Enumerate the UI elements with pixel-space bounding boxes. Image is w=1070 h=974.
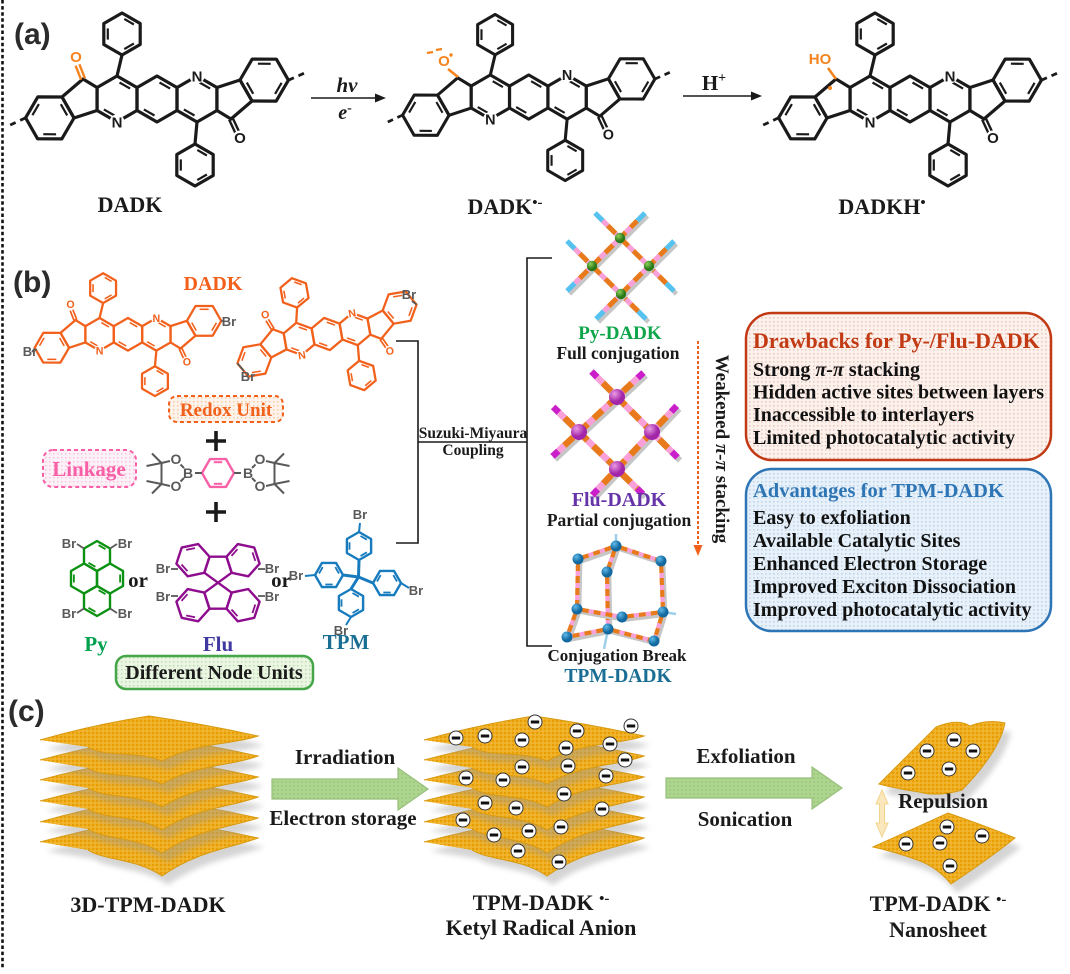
svg-text:Available Catalytic Sites: Available Catalytic Sites <box>753 530 961 552</box>
svg-text:Br: Br <box>353 507 367 522</box>
svg-text:Electron storage: Electron storage <box>269 806 416 830</box>
svg-text:Improved photocatalytic activi: Improved photocatalytic activity <box>753 599 1032 621</box>
svg-text:TPM-DADK •-: TPM-DADK •- <box>473 890 610 915</box>
svg-text:Strong π-π stacking: Strong π-π stacking <box>753 359 920 381</box>
svg-text:Br: Br <box>118 606 132 621</box>
svg-text:Br: Br <box>156 589 170 604</box>
svg-text:Sonication: Sonication <box>698 807 793 831</box>
svg-text:Py-DADK: Py-DADK <box>578 323 662 344</box>
svg-text:Br: Br <box>289 568 303 583</box>
svg-text:DADKH•: DADKH• <box>838 194 925 219</box>
svg-text:O: O <box>255 478 266 494</box>
svg-text:Nanosheet: Nanosheet <box>889 917 987 942</box>
svg-text:Drawbacks for Py-/Flu-DADK: Drawbacks for Py-/Flu-DADK <box>753 328 1040 353</box>
svg-text:Enhanced Electron Storage: Enhanced Electron Storage <box>753 553 987 575</box>
svg-text:Br: Br <box>118 536 132 551</box>
svg-text:Flu-DADK: Flu-DADK <box>572 489 667 511</box>
svg-text:Easy to exfoliation: Easy to exfoliation <box>753 507 911 529</box>
svg-text:Redox Unit: Redox Unit <box>180 400 273 421</box>
svg-text:Flu: Flu <box>203 632 234 656</box>
svg-text:(c): (c) <box>8 695 45 728</box>
svg-text:O: O <box>438 53 450 70</box>
svg-text:(a): (a) <box>14 18 51 51</box>
svg-text:Advantages for TPM-DADK: Advantages for TPM-DADK <box>753 480 1004 502</box>
svg-text:Suzuki-Miyaura: Suzuki-Miyaura <box>419 425 528 442</box>
svg-text:Inaccessible to interlayers: Inaccessible to interlayers <box>753 404 974 426</box>
svg-text:Repulsion: Repulsion <box>898 789 988 813</box>
svg-text:(b): (b) <box>13 266 51 299</box>
svg-text:Br: Br <box>62 606 76 621</box>
svg-text:or: or <box>128 568 148 592</box>
svg-text:TPM: TPM <box>323 630 370 654</box>
svg-text:Br: Br <box>241 369 255 384</box>
svg-text:HO: HO <box>809 51 832 68</box>
svg-text:TPM-DADK: TPM-DADK <box>564 666 672 687</box>
svg-text:Irradiation: Irradiation <box>295 745 396 769</box>
svg-text:DADK•-: DADK•- <box>467 194 542 219</box>
svg-text:Conjugation Break: Conjugation Break <box>547 646 687 665</box>
svg-text:Coupling: Coupling <box>442 442 503 459</box>
svg-text:Br: Br <box>402 287 416 302</box>
svg-text:Limited photocatalytic activit: Limited photocatalytic activity <box>753 427 1015 449</box>
svg-text:DADK: DADK <box>98 192 163 217</box>
svg-text:Hidden active sites between la: Hidden active sites between layers <box>753 382 1044 404</box>
svg-text:Partial conjugation: Partial conjugation <box>547 510 692 530</box>
svg-text:Br: Br <box>222 314 236 329</box>
svg-text:O: O <box>171 451 182 467</box>
svg-text:O: O <box>171 478 182 494</box>
svg-text:Br: Br <box>156 561 170 576</box>
svg-text:Ketyl Radical Anion: Ketyl Radical Anion <box>446 915 637 940</box>
svg-text:Linkage: Linkage <box>52 457 126 481</box>
svg-text:Full conjugation: Full conjugation <box>556 343 679 363</box>
svg-text:Br: Br <box>62 536 76 551</box>
svg-text:Weakened π-π stacking: Weakened π-π stacking <box>711 355 732 544</box>
svg-text:Different Node Units: Different Node Units <box>125 662 303 684</box>
svg-text:Br: Br <box>409 583 423 598</box>
svg-text:Exfoliation: Exfoliation <box>696 744 795 768</box>
svg-text:Py: Py <box>84 632 108 656</box>
svg-text:3D-TPM-DADK: 3D-TPM-DADK <box>70 892 225 917</box>
svg-text:TPM-DADK •-: TPM-DADK •- <box>870 891 1007 916</box>
svg-text:Br: Br <box>23 344 37 359</box>
svg-text:DADK: DADK <box>184 273 243 295</box>
svg-text:Improved Exciton Dissociation: Improved Exciton Dissociation <box>753 576 1016 598</box>
svg-text:hv: hv <box>337 73 359 97</box>
svg-text:O: O <box>255 451 266 467</box>
